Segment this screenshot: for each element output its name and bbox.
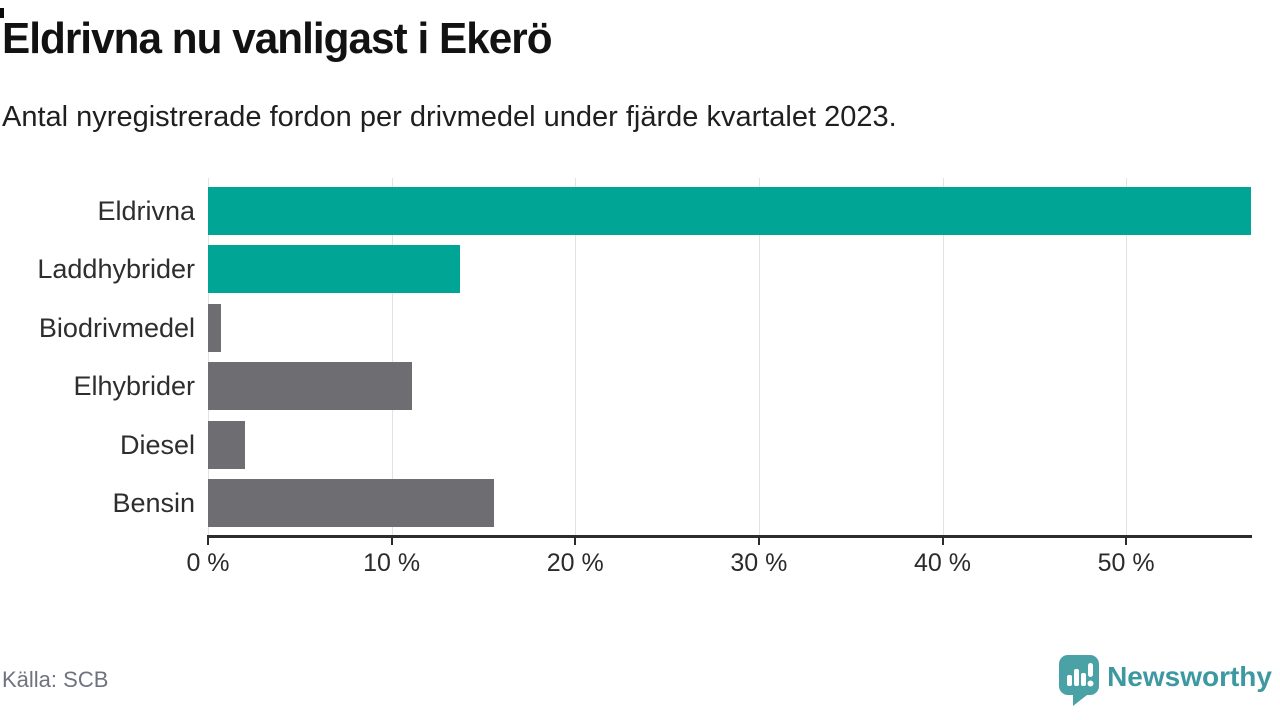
bar-row-biodrivmedel [208,303,1251,352]
tick-label-40: 40 % [914,549,971,577]
category-label-bensin: Bensin [112,487,195,518]
newsworthy-logo: Newsworthy [1059,655,1272,707]
bar-elhybrider [208,362,412,411]
gridline-20 [575,178,577,535]
bar-series [208,178,1251,535]
source-note: Källa: SCB [2,667,109,692]
corner-mark [0,8,4,18]
bar-diesel [208,420,245,469]
newsworthy-wordmark: Newsworthy [1107,661,1272,692]
gridline-40 [942,178,944,535]
gridline-30 [758,178,760,535]
tick-mark-40 [941,535,944,545]
category-labels: Eldrivna Laddhybrider Biodrivmedel Elhybrid… [0,178,195,535]
bar-biodrivmedel [208,303,221,352]
x-axis-line [207,535,1252,538]
tick-label-50: 50 % [1097,549,1155,577]
chart-title: Eldrivna nu vanligast i Ekerö [2,14,553,63]
tick-mark-10 [390,535,393,545]
gridline-0 [208,178,209,535]
plot-area [208,178,1251,535]
gridline-10 [391,178,393,535]
chart-subtitle: Antal nyregistrerade fordon per drivmede… [2,101,897,133]
newsworthy-bubble-chart-icon [1059,655,1100,706]
category-label-diesel: Diesel [119,429,195,460]
gridline-50 [1126,178,1128,535]
tick-label-10: 10 % [363,549,421,577]
tick-mark-0 [207,535,209,545]
bar-laddhybrider [208,245,460,294]
category-label-biodrivmedel: Biodrivmedel [38,312,195,343]
tick-label-0: 0 % [186,549,230,577]
bar-bensin [208,478,495,527]
tick-mark-30 [757,535,760,545]
tick-mark-20 [574,535,577,545]
bar-row-diesel [208,420,1251,469]
category-label-elhybrider: Elhybrider [73,371,195,402]
tick-mark-50 [1125,535,1128,545]
bar-row-eldrivna [208,187,1251,235]
category-label-laddhybrider: Laddhybrider [37,254,195,285]
tick-label-20: 20 % [546,549,604,577]
tick-label-30: 30 % [730,549,788,577]
category-label-eldrivna: Eldrivna [97,196,195,226]
bar-row-elhybrider [208,362,1251,411]
bar-eldrivna [208,187,1251,235]
bar-row-bensin [208,478,1251,527]
bar-row-laddhybrider [208,245,1251,294]
